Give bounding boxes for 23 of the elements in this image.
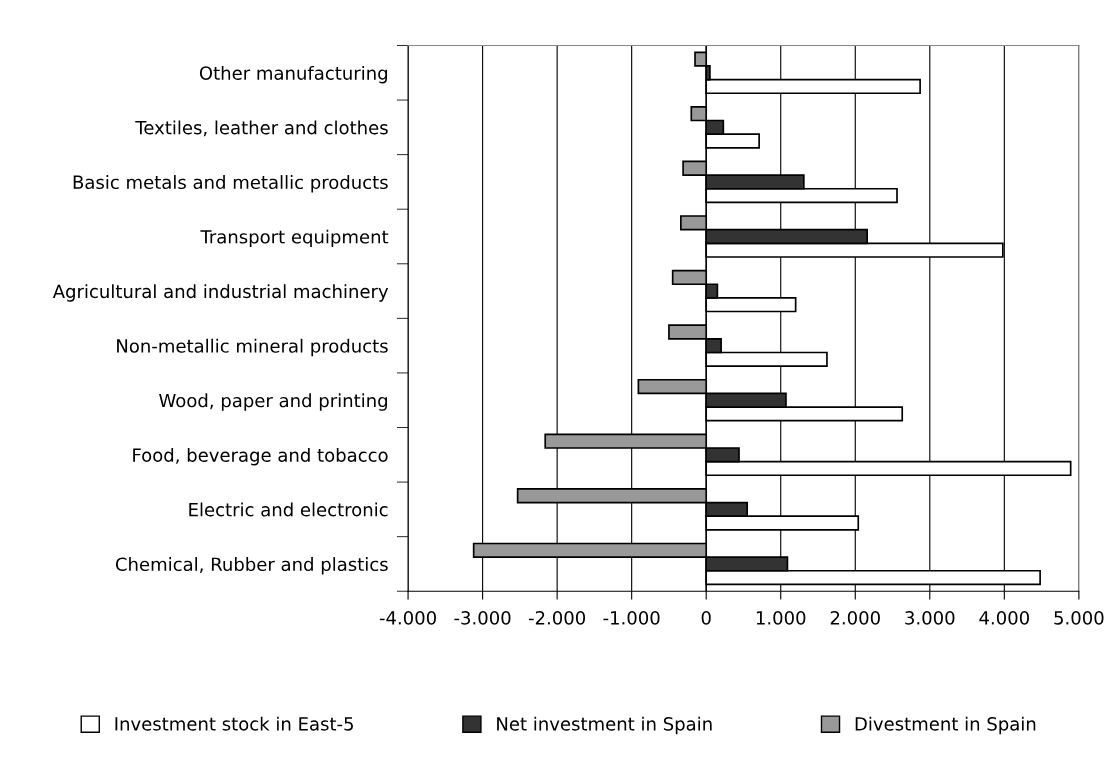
y-tick-label: Food, beverage and tobacco <box>133 447 388 466</box>
y-tick-label: Non-metallic mineral products <box>117 338 388 357</box>
x-tick-label: 0 <box>701 611 711 625</box>
legend-label: Investment stock in East-5 <box>115 716 353 731</box>
legend-label: Divestment in Spain <box>855 716 1036 735</box>
legend-label: Net investment in Spain <box>497 716 712 735</box>
x-tick-label: 5.000 <box>1054 611 1104 625</box>
x-tick-label: -1.000 <box>603 611 660 625</box>
y-tick-label: Agricultural and industrial machinery <box>52 284 389 302</box>
x-tick-label: 4.000 <box>979 611 1029 625</box>
y-tick-label: Electric and electronic <box>189 502 388 517</box>
y-tick-label: Other manufacturing <box>199 65 387 84</box>
y-tick-label: Wood, paper and printing <box>159 393 387 411</box>
x-tick-label: 2.000 <box>830 611 880 625</box>
y-tick-label: Basic metals and metallic products <box>73 175 388 193</box>
y-tick-label: Chemical, Rubber and plastics <box>115 557 388 575</box>
y-tick-label: Textiles, leather and clothes <box>135 120 388 137</box>
y-tick-label: Transport equipment <box>200 229 389 248</box>
x-tick-label: 3.000 <box>905 611 955 625</box>
x-tick-label: -4.000 <box>379 611 436 625</box>
x-tick-label: -3.000 <box>454 611 511 625</box>
x-tick-label: -2.000 <box>528 611 586 625</box>
x-tick-label: 1.000 <box>756 611 806 625</box>
